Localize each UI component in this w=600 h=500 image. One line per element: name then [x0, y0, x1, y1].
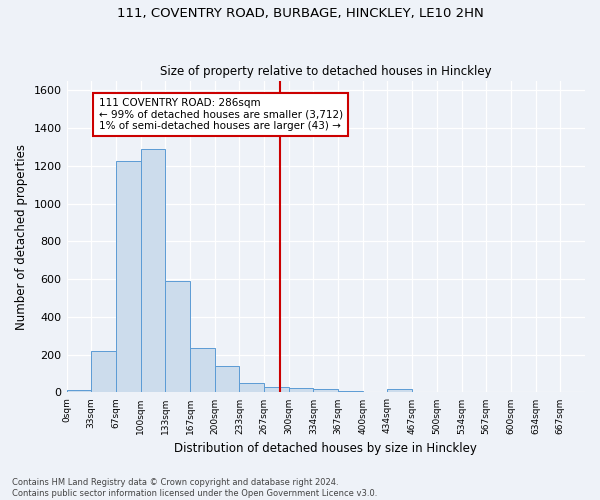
Bar	[190, 348, 215, 393]
Y-axis label: Number of detached properties: Number of detached properties	[15, 144, 28, 330]
Bar	[239, 384, 264, 392]
Bar	[338, 390, 363, 392]
Bar	[289, 388, 313, 392]
Text: Contains HM Land Registry data © Crown copyright and database right 2024.
Contai: Contains HM Land Registry data © Crown c…	[12, 478, 377, 498]
Bar	[91, 351, 116, 393]
Bar	[165, 281, 190, 392]
Bar	[215, 366, 239, 392]
Bar	[388, 389, 412, 392]
Bar	[67, 390, 91, 392]
Title: Size of property relative to detached houses in Hinckley: Size of property relative to detached ho…	[160, 66, 491, 78]
Bar	[264, 387, 289, 392]
Text: 111 COVENTRY ROAD: 286sqm
← 99% of detached houses are smaller (3,712)
1% of sem: 111 COVENTRY ROAD: 286sqm ← 99% of detac…	[98, 98, 343, 131]
Text: 111, COVENTRY ROAD, BURBAGE, HINCKLEY, LE10 2HN: 111, COVENTRY ROAD, BURBAGE, HINCKLEY, L…	[116, 8, 484, 20]
Bar	[116, 162, 140, 392]
X-axis label: Distribution of detached houses by size in Hinckley: Distribution of detached houses by size …	[175, 442, 477, 455]
Bar	[313, 389, 338, 392]
Bar	[140, 149, 165, 392]
